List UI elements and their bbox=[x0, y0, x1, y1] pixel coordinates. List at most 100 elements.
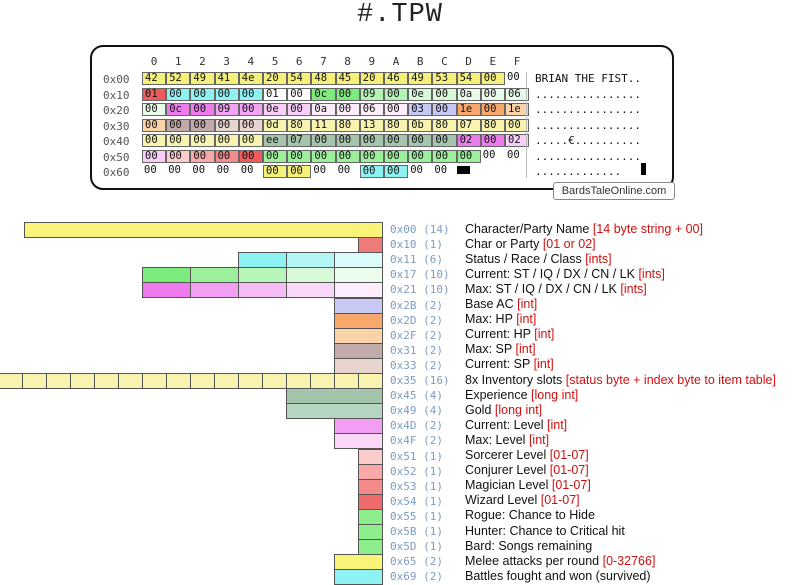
field-type-tag: [int] bbox=[528, 432, 550, 447]
field-offset: 0x55 (1) bbox=[390, 510, 443, 523]
field-length: (2) bbox=[423, 343, 443, 357]
field-label: Wizard Level bbox=[465, 493, 538, 508]
hex-byte: 49 bbox=[190, 72, 215, 85]
field-bar-segment bbox=[334, 433, 383, 450]
hex-byte: 00 bbox=[384, 149, 409, 163]
field-offset-address: 0x21 bbox=[390, 283, 417, 297]
hex-byte: 0a bbox=[456, 87, 481, 101]
hex-byte: 00 bbox=[432, 103, 457, 116]
hex-column-header: 0 bbox=[150, 55, 158, 68]
field-offset-address: 0x11 bbox=[390, 253, 417, 267]
hex-byte: 00 bbox=[142, 103, 167, 116]
hex-byte: 00 bbox=[335, 103, 360, 116]
hex-byte: 00 bbox=[263, 149, 288, 163]
field-bar-segment bbox=[0, 373, 23, 390]
hex-byte: 00 bbox=[168, 164, 181, 176]
field-description: Max: SP [int] bbox=[465, 342, 536, 356]
field-offset: 0x2B (2) bbox=[390, 299, 443, 312]
hex-column-header: 1 bbox=[174, 55, 182, 68]
field-offset-address: 0x33 bbox=[390, 358, 417, 372]
hex-byte: 00 bbox=[287, 87, 312, 101]
field-label: 8x Inventory slots bbox=[465, 372, 563, 387]
hex-byte: 00 bbox=[238, 149, 263, 163]
hex-byte: 00 bbox=[311, 134, 336, 147]
hex-byte: 48 bbox=[311, 72, 336, 85]
field-offset-address: 0x31 bbox=[390, 343, 417, 357]
field-length: (1) bbox=[423, 464, 443, 478]
field-offset: 0x2D (2) bbox=[390, 314, 443, 327]
field-label: Character/Party Name bbox=[465, 221, 590, 236]
field-description: Current: ST / IQ / DX / CN / LK [ints] bbox=[465, 267, 665, 281]
hex-byte: 54 bbox=[287, 72, 312, 85]
field-label: Char or Party bbox=[465, 236, 540, 251]
field-offset: 0x54 (1) bbox=[390, 495, 443, 508]
field-bar-segment bbox=[334, 373, 359, 390]
hex-byte: 00 bbox=[335, 149, 360, 163]
field-bar-segment bbox=[70, 373, 95, 390]
hex-ascii-divider bbox=[526, 72, 527, 178]
field-offset: 0x33 (2) bbox=[390, 359, 443, 372]
field-bar-segment bbox=[358, 493, 383, 510]
hex-byte: 13 bbox=[359, 118, 384, 132]
field-label: Experience bbox=[465, 387, 528, 402]
field-offset-address: 0x17 bbox=[390, 268, 417, 282]
field-length: (4) bbox=[423, 389, 443, 403]
hex-byte: 00 bbox=[238, 87, 263, 101]
hex-byte: 41 bbox=[214, 72, 239, 85]
field-bar-segment bbox=[286, 282, 335, 299]
field-type-tag: [long int] bbox=[531, 387, 579, 402]
field-offset-address: 0x2F bbox=[390, 328, 417, 342]
field-offset: 0x31 (2) bbox=[390, 344, 443, 357]
field-offset: 0x52 (1) bbox=[390, 465, 443, 478]
field-bar-segment bbox=[286, 388, 383, 405]
field-offset: 0x5B (1) bbox=[390, 525, 443, 538]
field-description: Base AC [int] bbox=[465, 297, 537, 311]
hex-byte: 00 bbox=[190, 118, 215, 132]
field-label: Rogue: Chance to Hide bbox=[465, 508, 595, 523]
hex-column-header: B bbox=[416, 55, 424, 68]
field-offset-address: 0x4D bbox=[390, 419, 417, 433]
hex-column-header: 3 bbox=[223, 55, 230, 68]
field-length: (4) bbox=[423, 404, 443, 418]
field-description: Wizard Level [01-07] bbox=[465, 493, 580, 507]
hex-byte: 20 bbox=[263, 72, 288, 85]
cursor-block-icon bbox=[457, 166, 470, 174]
field-bar-segment bbox=[358, 448, 383, 465]
field-description: Character/Party Name [14 byte string + 0… bbox=[465, 222, 703, 236]
field-length: (2) bbox=[423, 419, 443, 433]
hex-ascii-text: BRIAN THE FIST.. bbox=[535, 72, 641, 85]
hex-byte: 00 bbox=[384, 103, 409, 116]
hex-byte: 46 bbox=[384, 72, 409, 85]
field-label: Hunter: Chance to Critical hit bbox=[465, 523, 625, 538]
page-title: #.TPW bbox=[356, 0, 443, 30]
field-type-tag: [int] bbox=[547, 417, 568, 432]
hex-row-offset: 0x30 bbox=[103, 119, 130, 133]
field-description: Battles fought and won (survived) bbox=[465, 569, 651, 583]
field-offset: 0x2F (2) bbox=[390, 329, 443, 342]
hex-byte: 07 bbox=[456, 118, 481, 132]
hex-byte: 00 bbox=[166, 118, 191, 132]
hex-column-header: C bbox=[441, 55, 448, 68]
field-offset: 0x21 (10) bbox=[390, 283, 450, 296]
hex-row-offset: 0x10 bbox=[103, 88, 130, 102]
field-offset: 0x10 (1) bbox=[390, 238, 443, 251]
field-bar-segment bbox=[238, 373, 263, 390]
cursor-block-icon bbox=[641, 163, 646, 175]
field-offset: 0x53 (1) bbox=[390, 480, 443, 493]
field-offset-address: 0x45 bbox=[390, 389, 417, 403]
field-offset: 0x5D (1) bbox=[390, 540, 443, 553]
hex-byte: 00 bbox=[432, 134, 457, 147]
hex-byte: ee bbox=[263, 134, 288, 147]
hex-byte: 53 bbox=[432, 72, 457, 85]
hex-byte: 1e bbox=[505, 103, 530, 116]
hex-byte: 00 bbox=[166, 134, 191, 147]
hex-byte: 80 bbox=[432, 118, 457, 132]
hex-ascii-text: ................ bbox=[535, 103, 641, 116]
field-label: Conjurer Level bbox=[465, 463, 547, 478]
hex-column-header: 6 bbox=[295, 55, 303, 68]
field-label: Max: Level bbox=[465, 432, 526, 447]
hex-byte: 11 bbox=[311, 118, 336, 132]
field-offset-address: 0x35 bbox=[390, 374, 417, 387]
hex-byte: 00 bbox=[190, 149, 215, 163]
field-bar-segment bbox=[334, 342, 383, 359]
